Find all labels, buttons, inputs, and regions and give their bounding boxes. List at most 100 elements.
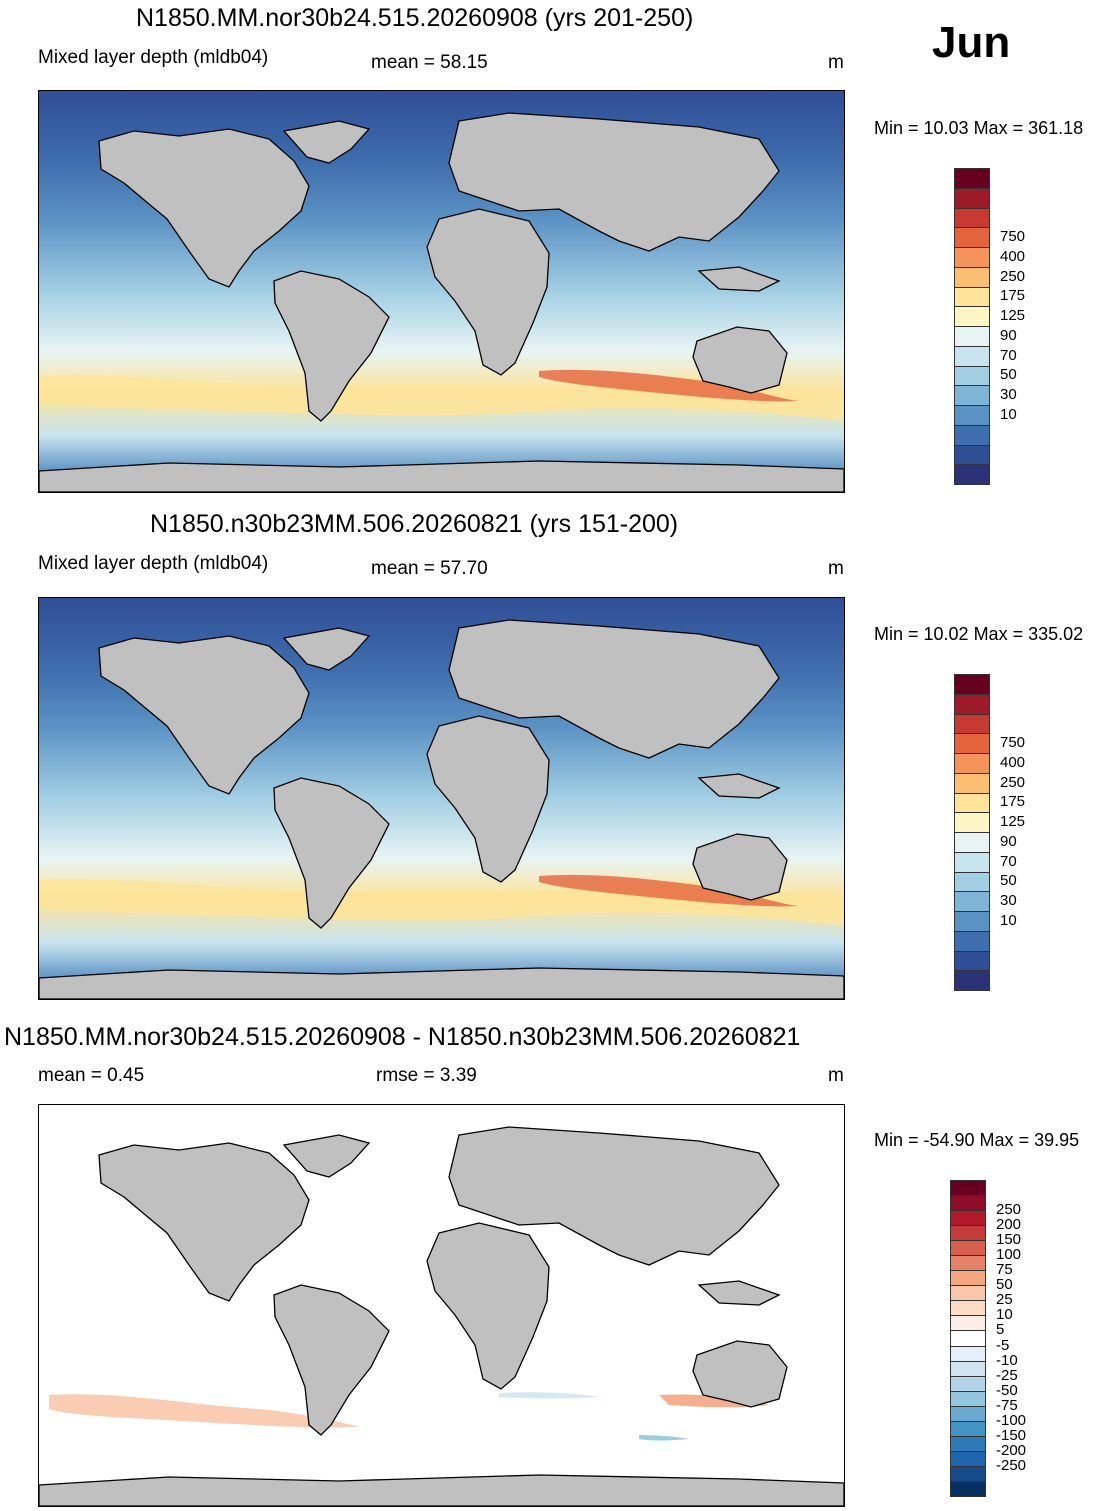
panel1-mean: mean = 58.15: [371, 52, 488, 73]
colorbar-swatch: [954, 345, 990, 367]
colorbar-swatch: [954, 424, 990, 446]
colorbar-swatch: [954, 266, 990, 288]
colorbar-swatch: [954, 306, 990, 327]
colorbar-swatch: [954, 464, 990, 485]
colorbar-label: 250: [996, 1201, 1022, 1219]
colorbar-swatch: [954, 713, 990, 735]
panel3-unit: m: [828, 1065, 844, 1086]
colorbar-swatch: [954, 871, 990, 893]
panel3-mean: mean = 0.45: [38, 1065, 145, 1086]
colorbar-swatch: [950, 1345, 986, 1362]
colorbar-label: 30: [1000, 892, 1017, 910]
colorbar-swatch: [954, 851, 990, 873]
colorbar-label: 70: [1000, 852, 1017, 870]
colorbar-swatch: [950, 1435, 986, 1452]
colorbar-label: -10: [996, 1351, 1018, 1369]
colorbar-label: 200: [996, 1216, 1022, 1234]
colorbar-label: 400: [1000, 247, 1026, 265]
colorbar-label: 10: [1000, 911, 1017, 929]
colorbar-label: 250: [1000, 773, 1026, 791]
colorbar-label: 400: [1000, 753, 1026, 771]
panel2-minmax: Min = 10.02 Max = 335.02: [874, 624, 1084, 644]
colorbar-swatch: [954, 792, 990, 814]
colorbar-label: 750: [1000, 734, 1026, 752]
colorbar-swatch: [950, 1450, 986, 1467]
panel1-map-svg: [39, 91, 844, 492]
colorbar-label: -25: [996, 1366, 1018, 1384]
colorbar-swatch: [950, 1300, 986, 1317]
colorbar-swatch: [950, 1195, 986, 1212]
colorbar-label: 50: [996, 1276, 1013, 1294]
colorbar-swatch: [954, 674, 990, 695]
colorbar-swatch: [950, 1270, 986, 1287]
panel3-title: N1850.MM.nor30b24.515.20260908 - N1850.n…: [4, 1023, 801, 1051]
colorbar-swatch: [954, 930, 990, 952]
colorbar-label: 50: [1000, 366, 1017, 384]
colorbar-swatch: [954, 693, 990, 715]
colorbar-swatch: [954, 286, 990, 308]
colorbar-label: 75: [996, 1261, 1013, 1279]
colorbar-swatch: [950, 1225, 986, 1242]
panel3-map: [38, 1104, 845, 1507]
colorbar-swatch: [950, 1210, 986, 1227]
panel3-map-svg: [39, 1105, 844, 1506]
panel2-colorbar: 750 400 250 175 125 90 70 50 30 10: [954, 674, 1025, 991]
colorbar-label: 5: [996, 1321, 1005, 1339]
colorbar-swatch: [954, 326, 990, 347]
colorbar-label: -150: [996, 1426, 1027, 1444]
colorbar-swatch: [954, 911, 990, 932]
panel3-colorbar: 250 200 150 100 75 50 25 10 5 -5 -10 -25 -50 -75 -100-…: [950, 1180, 1026, 1497]
colorbar-swatch: [954, 365, 990, 387]
colorbar-swatch: [954, 970, 990, 991]
panel3-minmax: Min = -54.90 Max = 39.95: [874, 1130, 1080, 1150]
colorbar-swatch: [950, 1330, 986, 1347]
colorbar-swatch: [950, 1360, 986, 1377]
colorbar-label: 175: [1000, 287, 1026, 305]
colorbar-swatch: [954, 207, 990, 229]
colorbar-swatch: [954, 405, 990, 426]
colorbar-swatch: [950, 1240, 986, 1257]
colorbar-label: -50: [996, 1381, 1018, 1399]
colorbar-label: 750: [1000, 228, 1026, 246]
panel2-title: N1850.n30b23MM.506.20260821 (yrs 151-200…: [150, 510, 679, 538]
colorbar-swatch: [950, 1390, 986, 1407]
colorbar-swatch: [950, 1465, 986, 1482]
colorbar-label: 10: [1000, 405, 1017, 423]
colorbar-label: 10: [996, 1306, 1013, 1324]
colorbar-label: -200: [996, 1441, 1027, 1459]
colorbar-label: 125: [1000, 307, 1026, 325]
colorbar-swatch: [950, 1180, 986, 1197]
colorbar-swatch: [950, 1480, 986, 1497]
colorbar-swatch: [954, 168, 990, 189]
colorbar-label: 70: [1000, 346, 1017, 364]
colorbar-label: 30: [1000, 386, 1017, 404]
panel2-map: [38, 597, 845, 1000]
colorbar-label: 50: [1000, 872, 1017, 890]
panel1-map: [38, 90, 845, 493]
panel1-minmax: Min = 10.03 Max = 361.18: [874, 118, 1084, 138]
colorbar-label: -100: [996, 1411, 1027, 1429]
colorbar-label: 125: [1000, 813, 1026, 831]
colorbar-label: 90: [1000, 326, 1017, 344]
colorbar-label: -75: [996, 1396, 1018, 1414]
panel3-rmse: rmse = 3.39: [376, 1065, 477, 1086]
colorbar-swatch: [950, 1255, 986, 1272]
colorbar-swatch: [954, 385, 990, 406]
colorbar-label: 175: [1000, 793, 1026, 811]
colorbar-swatch: [950, 1285, 986, 1302]
colorbar-swatch: [950, 1405, 986, 1422]
colorbar-label: -250: [996, 1456, 1027, 1474]
colorbar-label: 100: [996, 1246, 1022, 1264]
panel2-map-svg: [39, 598, 844, 999]
colorbar-swatch: [950, 1420, 986, 1437]
colorbar-swatch: [954, 753, 990, 774]
colorbar-swatch: [954, 444, 990, 466]
panel2-variable: Mixed layer depth (mldb04): [38, 553, 269, 574]
colorbar-swatch: [954, 772, 990, 794]
panel1-variable: Mixed layer depth (mldb04): [38, 47, 269, 68]
colorbar-label: -5: [996, 1336, 1010, 1354]
colorbar-swatch: [950, 1375, 986, 1392]
colorbar-swatch: [954, 891, 990, 912]
panel1-unit: m: [828, 52, 844, 73]
colorbar-swatch: [954, 812, 990, 833]
